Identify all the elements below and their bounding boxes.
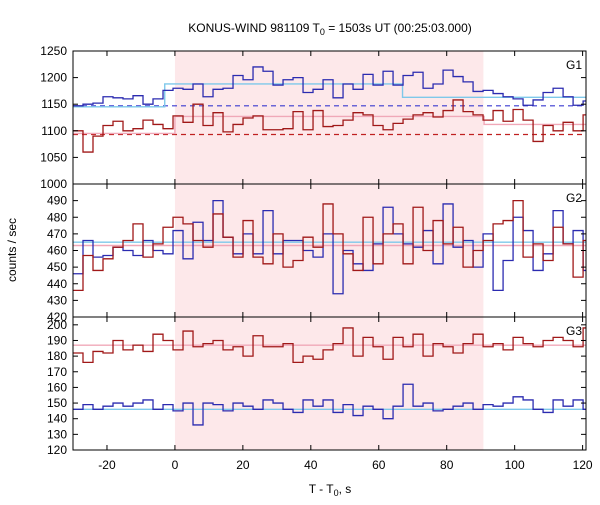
panel-content: [73, 199, 586, 295]
series-line-blue: [73, 66, 586, 107]
y-tick-label: 130: [47, 427, 67, 441]
series-line-red: [73, 99, 586, 153]
chart-title-rest: = 1503s UT (00:25:03.000): [325, 21, 472, 35]
chart-title-sub: 0: [320, 27, 325, 37]
series-line-red: [73, 327, 586, 364]
y-tick-label: 150: [47, 396, 67, 410]
y-tick-label: 490: [47, 194, 67, 208]
panel-content: [73, 327, 586, 426]
x-axis-label-main: T - T: [309, 482, 335, 496]
x-tick-label: 80: [440, 458, 454, 472]
y-tick-label: 450: [47, 260, 67, 274]
y-tick-label: 1150: [41, 97, 67, 111]
y-tick-label: 1100: [41, 124, 67, 138]
chart-title-main: KONUS-WIND 981109 T: [188, 21, 320, 35]
x-tick-label: 120: [573, 458, 593, 472]
x-tick-label: 60: [372, 458, 386, 472]
y-tick-label: 480: [47, 210, 67, 224]
x-tick-label: 20: [236, 458, 250, 472]
highlight-interval: [174, 317, 484, 450]
y-tick-label: 440: [47, 277, 67, 291]
y-tick-label: 120: [47, 443, 67, 457]
x-tick-label: 100: [505, 458, 525, 472]
panel-label: G2: [566, 191, 582, 205]
highlight-interval: [174, 51, 484, 184]
y-tick-label: 190: [47, 333, 67, 347]
x-tick-label: -20: [98, 458, 116, 472]
x-axis-label-sub: 0: [334, 488, 339, 498]
panel-label: G3: [566, 324, 582, 338]
y-tick-label: 1000: [40, 177, 67, 191]
x-axis-label: T - T0, s: [309, 482, 352, 498]
panel-g1: 1000 1050 1100 1150 1200 1250 G1: [40, 44, 587, 191]
series-line-red: [73, 199, 586, 292]
panel-content: [73, 66, 586, 153]
x-axis-label-rest: , s: [339, 482, 352, 496]
plot-area: 100010501100115012001250G142043044045046…: [40, 44, 593, 472]
y-tick-label: 140: [47, 412, 67, 426]
y-tick-label: 170: [47, 365, 67, 379]
chart-title: KONUS-WIND 981109 T0 = 1503s UT (00:25:0…: [188, 21, 472, 37]
y-tick-label: 160: [47, 380, 67, 394]
y-tick-label: 460: [47, 244, 67, 258]
y-tick-label: 420: [47, 310, 67, 324]
y-tick-label: 1250: [40, 44, 67, 58]
panel-g2: 420 430 440 450 460 470 480 490 G2: [47, 183, 587, 324]
y-tick-label: 1200: [40, 71, 67, 85]
y-axis-label: counts / sec: [5, 218, 19, 282]
x-tick-label: 0: [172, 458, 179, 472]
panel-frame: [72, 316, 587, 451]
panel-label: G1: [566, 58, 582, 72]
y-tick-label: 470: [47, 227, 67, 241]
x-tick-label: 40: [304, 458, 318, 472]
y-tick-label: 430: [47, 293, 67, 307]
y-tick-label: 180: [47, 349, 67, 363]
y-tick-label: 200: [47, 318, 67, 332]
series-line-blue: [73, 383, 586, 426]
y-tick-label: 1050: [40, 150, 67, 164]
fit-line-1: [73, 115, 586, 135]
